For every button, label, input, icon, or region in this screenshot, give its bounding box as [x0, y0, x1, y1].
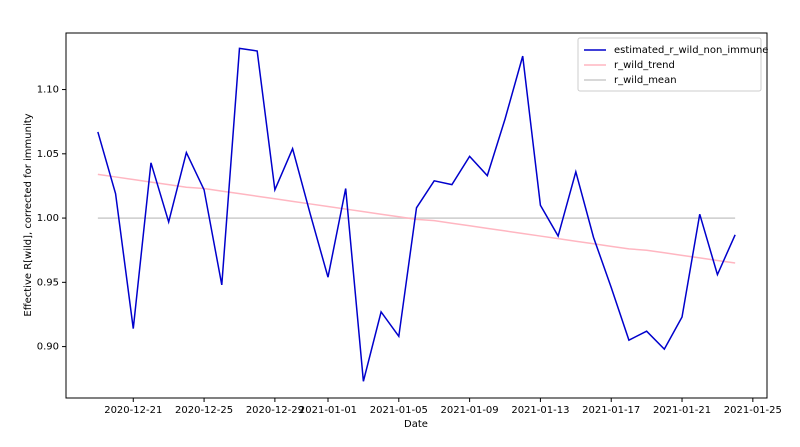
x-tick-label: 2020-12-21 [104, 405, 162, 416]
plot-frame [65, 32, 768, 399]
legend-label: estimated_r_wild_non_immune [614, 45, 768, 56]
y-tick-label: 1.00 [37, 213, 59, 224]
x-tick-label: 2021-01-21 [653, 405, 711, 416]
x-tick-label: 2020-12-29 [246, 405, 304, 416]
y-tick-label: 1.05 [37, 149, 59, 160]
series-line [97, 47, 736, 382]
x-tick-label: 2021-01-25 [724, 405, 782, 416]
x-tick-label: 2021-01-13 [511, 405, 569, 416]
y-tick-label: 0.90 [37, 342, 59, 353]
y-tick-label: 1.10 [37, 85, 59, 96]
legend-label: r_wild_mean [614, 75, 677, 86]
legend-label: r_wild_trend [614, 60, 675, 71]
x-tick-label: 2020-12-25 [175, 405, 233, 416]
x-axis-label: Date [404, 419, 428, 430]
x-tick-label: 2021-01-17 [582, 405, 640, 416]
y-axis-label: Effective R[wild], corrected for immunit… [23, 113, 34, 316]
y-tick-label: 0.95 [37, 277, 59, 288]
legend-box [577, 37, 762, 92]
x-tick-label: 2021-01-05 [370, 405, 428, 416]
x-tick-label: 2021-01-01 [299, 405, 357, 416]
x-tick-label: 2021-01-09 [441, 405, 499, 416]
